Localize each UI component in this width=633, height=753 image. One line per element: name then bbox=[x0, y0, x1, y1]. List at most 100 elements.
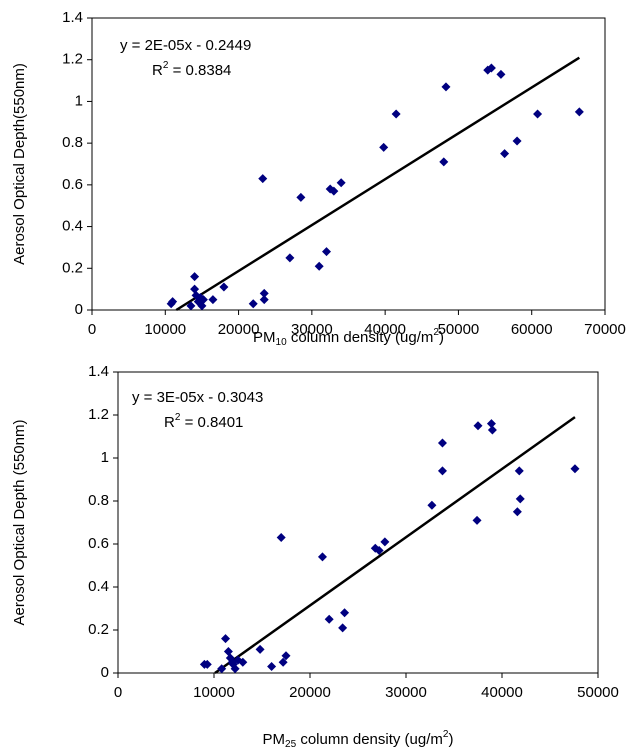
x-tick-label: 30000 bbox=[291, 321, 333, 338]
data-point bbox=[500, 149, 510, 159]
data-point bbox=[512, 507, 522, 517]
x-tick-label: 20000 bbox=[218, 321, 260, 338]
y-tick-label: 1.4 bbox=[88, 363, 109, 380]
data-point bbox=[340, 608, 350, 618]
x-title-text: ) bbox=[439, 329, 444, 346]
data-point bbox=[190, 284, 200, 294]
x-tick-label: 20000 bbox=[289, 684, 331, 701]
data-point bbox=[427, 500, 437, 510]
y-tick-label: 1 bbox=[101, 449, 109, 466]
y-tick-label: 1 bbox=[75, 92, 83, 109]
data-point bbox=[285, 253, 295, 263]
data-point bbox=[219, 282, 229, 292]
y-tick-label: 0.6 bbox=[88, 535, 109, 552]
data-point bbox=[296, 192, 306, 202]
data-point bbox=[259, 295, 269, 305]
data-point bbox=[439, 157, 449, 167]
x-tick-label: 0 bbox=[114, 684, 122, 701]
data-point bbox=[496, 69, 506, 79]
data-point bbox=[186, 301, 196, 311]
data-point bbox=[223, 647, 233, 656]
y-tick-label: 0.4 bbox=[62, 218, 83, 235]
data-point bbox=[324, 614, 334, 624]
y-tick-label: 0.2 bbox=[62, 259, 83, 276]
r-base: R bbox=[152, 62, 163, 79]
data-point bbox=[197, 301, 207, 311]
data-point bbox=[437, 466, 447, 476]
x-title-text: ) bbox=[448, 731, 453, 748]
r-squared: R2 = 0.8401 bbox=[164, 412, 243, 431]
data-point bbox=[512, 136, 522, 146]
data-point bbox=[208, 295, 218, 305]
data-point bbox=[514, 466, 524, 476]
x-tick-label: 40000 bbox=[364, 321, 406, 338]
data-point bbox=[230, 664, 240, 674]
x-tick-label: 50000 bbox=[438, 321, 480, 338]
data-point bbox=[374, 545, 384, 555]
data-point bbox=[259, 288, 269, 298]
x-tick-label: 10000 bbox=[193, 684, 235, 701]
data-point bbox=[338, 623, 348, 633]
x-tick-label: 0 bbox=[88, 321, 96, 338]
y-tick-label: 1.2 bbox=[88, 406, 109, 423]
data-point bbox=[472, 515, 482, 525]
y-tick-label: 0.4 bbox=[88, 578, 109, 595]
x-tick-label: 40000 bbox=[481, 684, 523, 701]
data-point bbox=[278, 657, 288, 667]
data-point bbox=[441, 82, 451, 92]
data-point bbox=[190, 272, 200, 282]
y-tick-label: 0.8 bbox=[88, 492, 109, 509]
y-tick-label: 0 bbox=[101, 664, 109, 681]
r-squared: R2 = 0.8384 bbox=[152, 60, 231, 79]
data-point bbox=[267, 662, 277, 672]
x-title-text: PM bbox=[263, 731, 286, 748]
data-point bbox=[437, 438, 447, 448]
x-title-sub: 10 bbox=[276, 337, 288, 348]
r-base: R bbox=[164, 414, 175, 431]
data-point bbox=[515, 494, 525, 504]
data-point bbox=[314, 261, 324, 271]
data-point bbox=[533, 109, 543, 119]
x-tick-label: 50000 bbox=[577, 684, 619, 701]
data-point bbox=[486, 63, 496, 73]
r-text: = 0.8384 bbox=[168, 62, 231, 79]
x-title-sup: 2 bbox=[443, 729, 449, 740]
y-tick-label: 1.4 bbox=[62, 9, 83, 26]
data-point bbox=[391, 109, 401, 119]
r-sup: 2 bbox=[175, 412, 181, 423]
y-tick-label: 0 bbox=[75, 301, 83, 318]
x-title-sup: 2 bbox=[433, 327, 439, 338]
plot-frame bbox=[91, 17, 606, 311]
data-point bbox=[473, 421, 483, 431]
data-point bbox=[217, 664, 227, 674]
x-title-text: column density (ug/m bbox=[287, 329, 434, 346]
data-point bbox=[574, 107, 584, 117]
data-point bbox=[317, 552, 327, 562]
trendline bbox=[214, 416, 576, 675]
x-tick-label: 60000 bbox=[511, 321, 553, 338]
equation: y = 2E-05x - 0.2449 bbox=[120, 37, 251, 54]
x-title-sub: 25 bbox=[285, 739, 297, 750]
data-point bbox=[221, 634, 231, 644]
data-point bbox=[248, 299, 258, 309]
y-tick-label: 0.6 bbox=[62, 176, 83, 193]
data-point bbox=[202, 659, 212, 669]
y-tick-label: 0.8 bbox=[62, 134, 83, 151]
x-tick-label: 30000 bbox=[385, 684, 427, 701]
data-point bbox=[195, 292, 205, 302]
y-axis-title: Aerosol Optical Depth(550nm) bbox=[11, 63, 28, 265]
data-point bbox=[570, 464, 580, 474]
data-point bbox=[336, 178, 346, 188]
y-tick-label: 1.2 bbox=[62, 51, 83, 68]
x-title-text: column density (ug/m bbox=[296, 731, 443, 748]
data-point bbox=[258, 174, 268, 184]
x-tick-label: 10000 bbox=[144, 321, 186, 338]
data-point bbox=[486, 419, 496, 429]
data-point bbox=[379, 142, 389, 152]
data-point bbox=[487, 425, 497, 435]
x-axis-title: PM25 column density (ug/m2) bbox=[263, 729, 454, 750]
data-point bbox=[329, 186, 339, 196]
x-title-text: PM bbox=[253, 329, 276, 346]
x-axis-title: PM10 column density (ug/m2) bbox=[253, 327, 444, 348]
